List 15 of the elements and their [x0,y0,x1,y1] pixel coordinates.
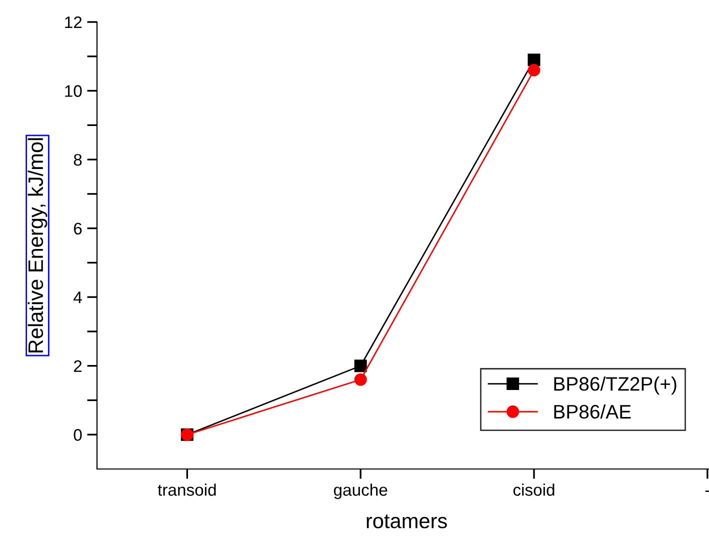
y-tick-label: 8 [74,154,82,166]
legend-label: BP86/AE [554,404,631,419]
y-tick-label: 2 [74,360,82,372]
y-axis-title: Relative Energy, kJ/mol [28,138,48,352]
y-tick-label: 0 [74,429,82,441]
y-tick-label: 6 [74,222,82,235]
y-tick-label: 10 [65,85,82,97]
y-tick-label: 12 [65,16,82,28]
x-tick-label: gauche [334,484,388,500]
x-tick-label: cisoid [513,484,554,496]
x-tick-label: - [705,490,709,492]
x-tick-label: transoid [158,484,216,496]
legend-label: BP86/TZ2P(+) [554,376,676,395]
y-tick-label: 4 [74,292,82,304]
x-axis-title: rotamers [366,514,447,528]
